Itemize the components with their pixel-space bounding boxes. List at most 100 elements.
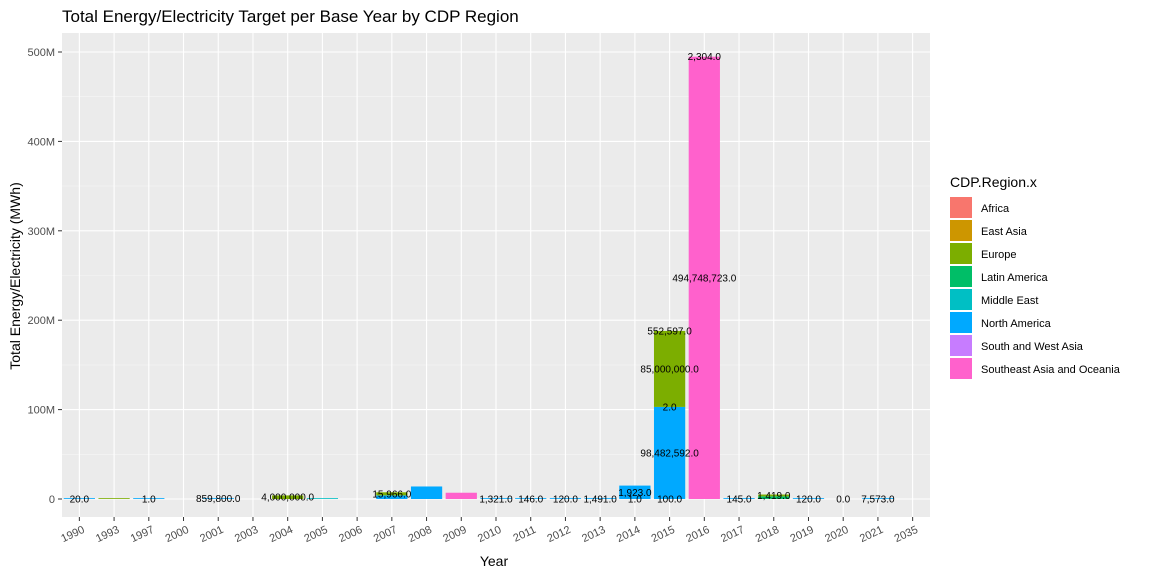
bar-segment xyxy=(480,498,512,499)
bar-segment xyxy=(306,498,339,499)
bar-value-label: 2.0 xyxy=(663,402,677,413)
bar-segment xyxy=(133,498,165,499)
bar-segment xyxy=(376,495,408,499)
bar-segment xyxy=(758,494,790,497)
legend-entry: North America xyxy=(981,318,1052,330)
legend-entry: East Asia xyxy=(981,226,1028,238)
x-tick-label: 2018 xyxy=(754,524,781,545)
bar-segment xyxy=(758,496,790,499)
x-tick-label: 2009 xyxy=(441,524,468,545)
bar-value-label: 1.0 xyxy=(142,495,156,506)
legend-swatch xyxy=(950,243,972,264)
y-tick-label: 500M xyxy=(27,47,55,59)
x-tick-label: 2017 xyxy=(719,524,746,545)
legend-swatch xyxy=(950,266,972,287)
bar-segment xyxy=(376,492,408,496)
bar-segment xyxy=(653,330,686,407)
x-tick-label: 2012 xyxy=(545,524,572,545)
x-tick-label: 2006 xyxy=(337,524,364,545)
x-tick-label: 2013 xyxy=(580,524,607,545)
x-tick-label: 2004 xyxy=(268,524,295,545)
bar-segment xyxy=(515,498,547,499)
bar-value-label: 98,482,592.0 xyxy=(640,448,699,459)
bar-segment xyxy=(862,498,894,499)
legend-entry: Europe xyxy=(981,249,1016,261)
y-axis-title: Total Energy/Electricity (MWh) xyxy=(7,182,23,369)
bar-segment xyxy=(63,498,95,499)
bar-value-label: 2,304.0 xyxy=(688,52,722,63)
legend-entry: Africa xyxy=(981,203,1010,215)
bar-value-label: 100.0 xyxy=(657,495,682,506)
bar-value-label: 552,597.0 xyxy=(647,326,692,337)
bar-value-label: 0.0 xyxy=(836,495,850,506)
bar-segment xyxy=(619,485,651,499)
x-tick-label: 2019 xyxy=(788,524,815,545)
x-tick-label: 2016 xyxy=(684,524,711,545)
bar-value-label: 15,966.0 xyxy=(372,489,411,500)
bar-segment xyxy=(445,492,477,499)
bar-segment xyxy=(98,498,130,499)
bar-value-label: 859,800.0 xyxy=(196,494,241,505)
legend-entry: Middle East xyxy=(981,295,1038,307)
x-axis: 1990 1993 1997 2000 2001 2003 2004 2005 2006 2007… xyxy=(59,517,920,545)
y-tick-label: 200M xyxy=(27,315,55,327)
bar-value-label: 1.0 xyxy=(628,495,642,506)
bar-value-label: 1,419.0 xyxy=(757,491,791,502)
x-tick-label: 1993 xyxy=(94,524,121,545)
data-labels: 20.0 1.0 859,800.0 4,000,000.0 15,966.0 1,321… xyxy=(70,52,895,505)
bar-segment xyxy=(549,498,582,499)
legend-entry: Southeast Asia and Oceania xyxy=(981,364,1121,376)
x-tick-label: 2010 xyxy=(476,524,503,545)
bar-value-label: 85,000,000.0 xyxy=(640,364,699,375)
y-tick-label: 300M xyxy=(27,226,55,238)
bar-segment xyxy=(723,498,755,499)
bar-segment xyxy=(202,498,234,499)
bar-value-label: 494,748,723.0 xyxy=(672,273,736,284)
legend-swatch xyxy=(950,335,972,356)
x-tick-label: 2011 xyxy=(511,524,538,545)
legend-title: CDP.Region.x xyxy=(950,174,1037,190)
bar-value-label: 20.0 xyxy=(70,495,90,506)
legend-entry: Latin America xyxy=(981,272,1049,284)
x-tick-label: 2035 xyxy=(893,524,920,545)
bar-segment xyxy=(410,486,443,499)
bar-value-label: 120.0 xyxy=(796,494,821,505)
x-tick-label: 2020 xyxy=(823,524,850,545)
legend-swatch xyxy=(950,197,972,218)
legend-swatch xyxy=(950,220,972,241)
x-tick-label: 2000 xyxy=(164,524,191,545)
bar-value-label: 145.0 xyxy=(727,494,752,505)
bar-value-label: 120.0 xyxy=(553,494,578,505)
bar-value-label: 1,923.0 xyxy=(618,488,652,499)
bar-value-label: 7,573.0 xyxy=(861,494,895,505)
bar-value-label: 146.0 xyxy=(518,494,543,505)
bar-value-label: 1,491.0 xyxy=(583,494,617,505)
legend: CDP.Region.x Africa East Asia Europe Latin … xyxy=(950,174,1121,379)
legend-swatch xyxy=(950,289,972,310)
chart-title: Total Energy/Electricity Target per Base… xyxy=(62,7,519,26)
legend-swatch xyxy=(950,358,972,379)
bar-value-label: 1,321.0 xyxy=(479,494,513,505)
x-tick-label: 1990 xyxy=(59,524,86,545)
y-tick-label: 100M xyxy=(27,405,55,417)
x-tick-label: 2014 xyxy=(615,524,642,545)
y-tick-label: 0 xyxy=(49,494,55,506)
legend-entry: South and West Asia xyxy=(981,341,1084,353)
grid xyxy=(62,33,930,517)
bar-segment xyxy=(584,498,616,499)
bars xyxy=(63,56,894,499)
x-tick-label: 2005 xyxy=(302,524,329,545)
bar-segment xyxy=(272,495,304,499)
x-tick-label: 2007 xyxy=(372,524,399,545)
legend-swatch xyxy=(950,312,972,333)
x-tick-label: 2001 xyxy=(198,524,225,545)
y-axis: 0 100M 200M 300M 400M 500M xyxy=(27,47,62,506)
bar-segment xyxy=(653,406,686,499)
x-tick-label: 2015 xyxy=(650,524,677,545)
x-tick-label: 2008 xyxy=(407,524,434,545)
x-tick-label: 2003 xyxy=(233,524,260,545)
x-tick-label: 1997 xyxy=(129,524,156,545)
x-axis-title: Year xyxy=(480,553,509,569)
bar-segment xyxy=(688,56,720,499)
